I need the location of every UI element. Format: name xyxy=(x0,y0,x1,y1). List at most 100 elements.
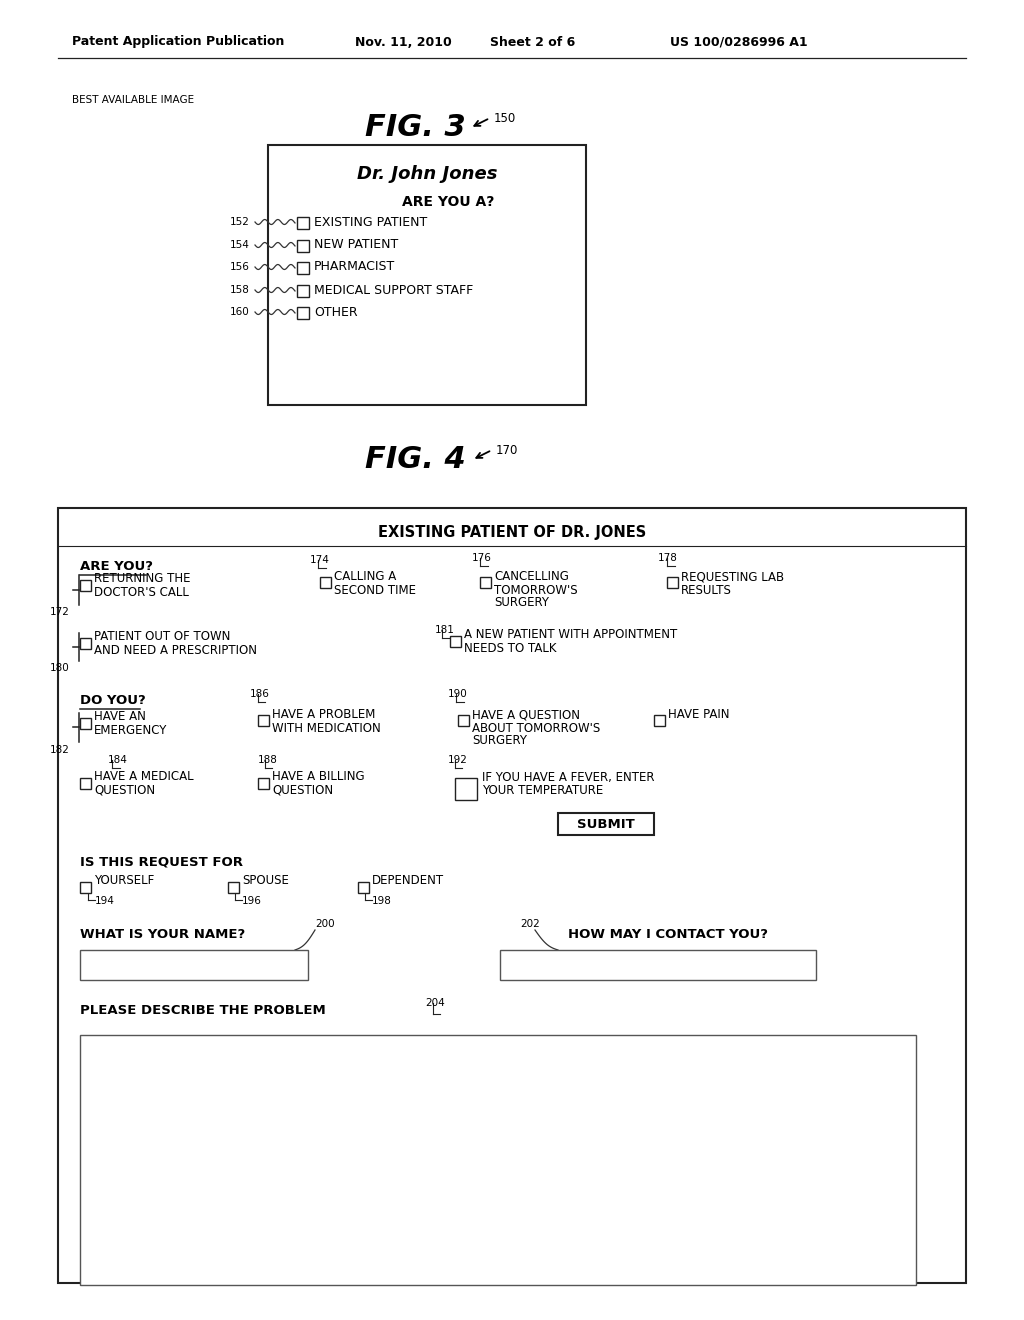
Text: PATIENT OUT OF TOWN: PATIENT OUT OF TOWN xyxy=(94,631,230,644)
Text: WITH MEDICATION: WITH MEDICATION xyxy=(272,722,381,734)
Text: DO YOU?: DO YOU? xyxy=(80,693,145,706)
Text: 160: 160 xyxy=(230,308,250,317)
Bar xyxy=(228,882,239,894)
Bar xyxy=(297,261,309,275)
Text: ARE YOU?: ARE YOU? xyxy=(80,560,153,573)
Text: 196: 196 xyxy=(242,896,262,906)
Text: PHARMACIST: PHARMACIST xyxy=(314,260,395,273)
Text: US 100/0286996 A1: US 100/0286996 A1 xyxy=(670,36,808,49)
Bar xyxy=(500,950,816,979)
Text: IF YOU HAVE A FEVER, ENTER: IF YOU HAVE A FEVER, ENTER xyxy=(482,771,654,784)
Text: 152: 152 xyxy=(230,216,250,227)
Text: FIG. 4: FIG. 4 xyxy=(365,446,465,474)
Text: Sheet 2 of 6: Sheet 2 of 6 xyxy=(490,36,575,49)
Text: FIG. 3: FIG. 3 xyxy=(365,114,465,143)
Text: NEEDS TO TALK: NEEDS TO TALK xyxy=(464,642,556,655)
Text: SPOUSE: SPOUSE xyxy=(242,874,289,887)
Bar xyxy=(80,638,91,649)
Bar xyxy=(80,579,91,591)
Bar xyxy=(654,715,665,726)
Text: RESULTS: RESULTS xyxy=(681,583,732,597)
Text: REQUESTING LAB: REQUESTING LAB xyxy=(681,570,784,583)
Text: TOMORROW'S: TOMORROW'S xyxy=(494,583,578,597)
Text: 190: 190 xyxy=(449,689,468,700)
Text: 174: 174 xyxy=(310,554,330,565)
Bar xyxy=(319,577,331,587)
Bar xyxy=(297,308,309,319)
Text: SURGERY: SURGERY xyxy=(472,734,527,747)
Text: 180: 180 xyxy=(50,663,70,673)
Text: RETURNING THE: RETURNING THE xyxy=(94,573,190,586)
Text: 158: 158 xyxy=(230,285,250,294)
Text: HOW MAY I CONTACT YOU?: HOW MAY I CONTACT YOU? xyxy=(568,928,768,941)
Text: SECOND TIME: SECOND TIME xyxy=(334,583,416,597)
Text: NEW PATIENT: NEW PATIENT xyxy=(314,239,398,252)
Text: ARE YOU A?: ARE YOU A? xyxy=(402,195,495,209)
Text: 198: 198 xyxy=(372,896,392,906)
Bar xyxy=(297,285,309,297)
Text: 200: 200 xyxy=(315,919,335,929)
Text: HAVE A MEDICAL: HAVE A MEDICAL xyxy=(94,771,194,784)
Text: Nov. 11, 2010: Nov. 11, 2010 xyxy=(355,36,452,49)
Text: 192: 192 xyxy=(449,755,468,766)
Bar xyxy=(480,577,490,587)
Bar xyxy=(297,240,309,252)
Bar xyxy=(450,636,461,647)
Bar xyxy=(667,577,678,587)
Text: YOURSELF: YOURSELF xyxy=(94,874,155,887)
Text: 178: 178 xyxy=(658,553,678,564)
Text: HAVE A BILLING: HAVE A BILLING xyxy=(272,771,365,784)
Text: CALLING A: CALLING A xyxy=(334,570,396,583)
Bar xyxy=(80,1035,916,1284)
Text: 176: 176 xyxy=(472,553,492,564)
Text: Dr. John Jones: Dr. John Jones xyxy=(356,165,498,183)
Text: 186: 186 xyxy=(250,689,270,700)
Text: 184: 184 xyxy=(108,755,128,766)
Text: EXISTING PATIENT OF DR. JONES: EXISTING PATIENT OF DR. JONES xyxy=(378,525,646,540)
Text: 150: 150 xyxy=(494,111,516,124)
Text: 202: 202 xyxy=(520,919,540,929)
Text: PLEASE DESCRIBE THE PROBLEM: PLEASE DESCRIBE THE PROBLEM xyxy=(80,1003,326,1016)
Text: 172: 172 xyxy=(50,607,70,616)
Text: HAVE A PROBLEM: HAVE A PROBLEM xyxy=(272,709,376,722)
Text: SUBMIT: SUBMIT xyxy=(578,817,635,830)
Bar xyxy=(268,145,586,405)
Text: EXISTING PATIENT: EXISTING PATIENT xyxy=(314,215,427,228)
Text: BEST AVAILABLE IMAGE: BEST AVAILABLE IMAGE xyxy=(72,95,195,106)
Bar xyxy=(80,882,91,894)
Text: QUESTION: QUESTION xyxy=(272,784,333,796)
Bar xyxy=(455,777,477,800)
Text: CANCELLING: CANCELLING xyxy=(494,570,569,583)
Text: MEDICAL SUPPORT STAFF: MEDICAL SUPPORT STAFF xyxy=(314,284,473,297)
Text: HAVE PAIN: HAVE PAIN xyxy=(668,709,729,722)
Bar xyxy=(80,777,91,789)
Text: YOUR TEMPERATURE: YOUR TEMPERATURE xyxy=(482,784,603,797)
Text: EMERGENCY: EMERGENCY xyxy=(94,723,167,737)
Bar xyxy=(358,882,369,894)
Bar xyxy=(297,216,309,228)
Bar xyxy=(258,777,269,789)
Bar xyxy=(80,950,308,979)
Text: 181: 181 xyxy=(435,624,455,635)
Text: A NEW PATIENT WITH APPOINTMENT: A NEW PATIENT WITH APPOINTMENT xyxy=(464,628,677,642)
Text: 156: 156 xyxy=(230,261,250,272)
Text: ABOUT TOMORROW'S: ABOUT TOMORROW'S xyxy=(472,722,600,734)
Bar xyxy=(58,508,966,1283)
Text: 204: 204 xyxy=(425,998,444,1008)
Text: 194: 194 xyxy=(95,896,115,906)
Text: WHAT IS YOUR NAME?: WHAT IS YOUR NAME? xyxy=(80,928,246,941)
Text: 188: 188 xyxy=(258,755,278,766)
Text: 170: 170 xyxy=(496,444,518,457)
Bar xyxy=(458,715,469,726)
Text: HAVE AN: HAVE AN xyxy=(94,710,145,723)
Text: IS THIS REQUEST FOR: IS THIS REQUEST FOR xyxy=(80,855,243,869)
Bar xyxy=(80,718,91,729)
Text: DEPENDENT: DEPENDENT xyxy=(372,874,444,887)
Text: HAVE A QUESTION: HAVE A QUESTION xyxy=(472,709,580,722)
Text: OTHER: OTHER xyxy=(314,305,357,318)
Text: AND NEED A PRESCRIPTION: AND NEED A PRESCRIPTION xyxy=(94,644,257,656)
Bar xyxy=(558,813,654,836)
Text: DOCTOR'S CALL: DOCTOR'S CALL xyxy=(94,586,188,598)
Text: 154: 154 xyxy=(230,240,250,249)
Text: SURGERY: SURGERY xyxy=(494,597,549,610)
